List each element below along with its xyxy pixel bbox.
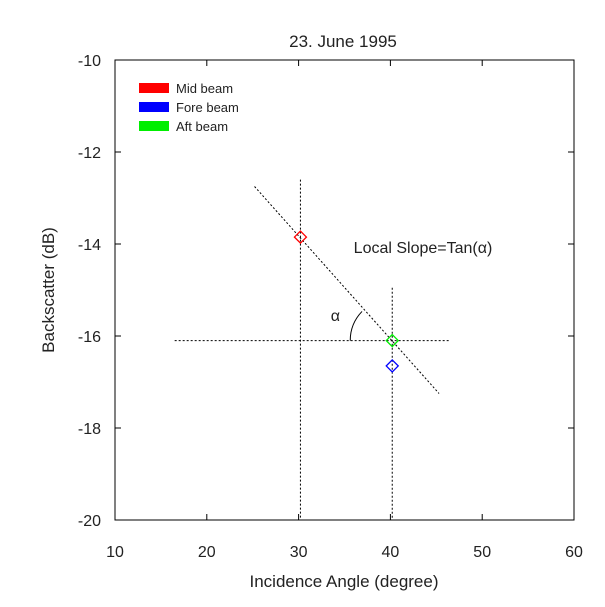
slope-reference-line — [254, 186, 440, 394]
x-tick-label: 50 — [473, 544, 491, 561]
x-tick-label: 60 — [565, 544, 583, 561]
x-tick-label: 40 — [382, 544, 400, 561]
legend-label: Aft beam — [176, 119, 228, 134]
y-tick-label: -16 — [78, 329, 101, 346]
slope-annotation: Local Slope=Tan(α) — [354, 240, 493, 257]
legend: Mid beam Fore beam Aft beam — [139, 81, 239, 134]
alpha-label: α — [331, 308, 340, 325]
y-tick-label: -12 — [78, 145, 101, 162]
legend-swatch — [139, 102, 169, 112]
x-tick-label: 20 — [198, 544, 216, 561]
y-tick-label: -10 — [78, 53, 101, 70]
chart-title: 23. June 1995 — [289, 32, 397, 51]
y-tick-label: -20 — [78, 513, 101, 530]
reference-lines — [174, 179, 451, 520]
annotations: Local Slope=Tan(α) α — [331, 240, 493, 325]
x-axis-title: Incidence Angle (degree) — [249, 572, 438, 591]
data-points — [293, 230, 400, 373]
data-point-fore-beam — [385, 358, 400, 373]
x-tick-label: 30 — [290, 544, 308, 561]
y-axis-title: Backscatter (dB) — [39, 227, 58, 353]
ticks-layer: 10 20 30 40 50 60 -10 -12 -14 -16 -18 -20 — [78, 53, 583, 561]
x-tick-label: 10 — [106, 544, 124, 561]
y-tick-label: -18 — [78, 421, 101, 438]
legend-label: Mid beam — [176, 81, 233, 96]
y-tick-label: -14 — [78, 237, 101, 254]
data-point-mid-beam — [293, 230, 308, 245]
angle-arc — [349, 311, 363, 341]
legend-swatch — [139, 121, 169, 131]
legend-label: Fore beam — [176, 100, 239, 115]
legend-swatch — [139, 83, 169, 93]
data-point-aft-beam — [385, 333, 400, 348]
plot-frame — [114, 59, 575, 521]
